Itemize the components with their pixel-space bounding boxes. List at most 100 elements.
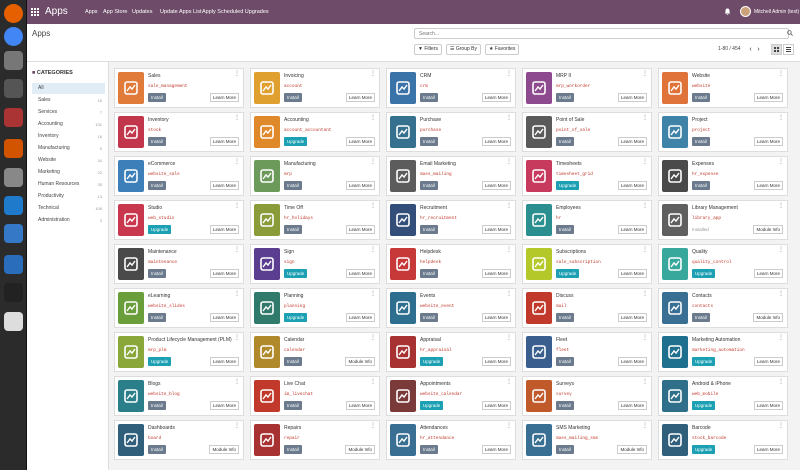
settings-icon[interactable] — [4, 51, 23, 70]
app-card[interactable]: Quality quality_control ⋮ Upgrade Learn More — [658, 244, 788, 284]
app-card[interactable]: Maintenance maintenance ⋮ Install Learn More — [114, 244, 244, 284]
list-view-button[interactable] — [783, 44, 794, 55]
learn-more-button[interactable]: Learn More — [209, 269, 239, 278]
upgrade-button[interactable]: Upgrade — [692, 445, 716, 454]
kebab-menu-icon[interactable]: ⋮ — [234, 423, 240, 429]
kebab-menu-icon[interactable]: ⋮ — [642, 71, 648, 77]
app-grid-icon[interactable] — [31, 8, 39, 16]
app-card[interactable]: Events website_event ⋮ Install Learn More — [386, 288, 516, 328]
app-card[interactable]: eLearning website_slides ⋮ Install Learn Mor… — [114, 288, 244, 328]
app-card[interactable]: Recruitment hr_recruitment ⋮ Install Learn M… — [386, 200, 516, 240]
install-button[interactable]: Install — [284, 181, 302, 190]
learn-more-button[interactable]: Learn More — [345, 269, 375, 278]
kebab-menu-icon[interactable]: ⋮ — [506, 379, 512, 385]
install-button[interactable]: Install — [284, 401, 302, 410]
kebab-menu-icon[interactable]: ⋮ — [370, 335, 376, 341]
app-card[interactable]: Fleet fleet ⋮ Install Learn More — [522, 332, 652, 372]
upgrade-button[interactable]: Upgrade — [420, 357, 444, 366]
install-button[interactable]: Install — [148, 137, 166, 146]
app-card[interactable]: SMS Marketing mass_mailing_sms ⋮ Install Mod… — [522, 420, 652, 460]
kebab-menu-icon[interactable]: ⋮ — [778, 115, 784, 121]
category-technical[interactable]: Technical 108 — [32, 203, 105, 214]
module-info-button[interactable]: Module Info — [617, 445, 647, 454]
install-button[interactable]: Install — [556, 137, 574, 146]
camera-icon[interactable] — [4, 108, 23, 127]
app-card[interactable]: Attendances hr_attendance ⋮ Install Learn Mo… — [386, 420, 516, 460]
install-button[interactable]: Install — [420, 225, 438, 234]
kebab-menu-icon[interactable]: ⋮ — [778, 291, 784, 297]
upgrade-button[interactable]: Upgrade — [284, 137, 308, 146]
learn-more-button[interactable]: Learn More — [481, 181, 511, 190]
kebab-menu-icon[interactable]: ⋮ — [234, 247, 240, 253]
install-button[interactable]: Install — [420, 93, 438, 102]
search-icon[interactable] — [787, 30, 793, 36]
kebab-menu-icon[interactable]: ⋮ — [370, 203, 376, 209]
kebab-menu-icon[interactable]: ⋮ — [778, 71, 784, 77]
kebab-menu-icon[interactable]: ⋮ — [642, 291, 648, 297]
menu-update-apps-list[interactable]: Update Apps List — [160, 9, 202, 15]
app-card[interactable]: MRP II mrp_workorder ⋮ Install Learn More — [522, 68, 652, 108]
app-card[interactable]: Inventory stock ⋮ Install Learn More — [114, 112, 244, 152]
install-button[interactable]: Install — [284, 445, 302, 454]
kanban-view-button[interactable] — [771, 44, 782, 55]
install-button[interactable]: Install — [420, 181, 438, 190]
app-card[interactable]: Contacts contacts ⋮ Install Module Info — [658, 288, 788, 328]
filters-button[interactable]: ▼ Filters — [414, 44, 442, 55]
kebab-menu-icon[interactable]: ⋮ — [642, 159, 648, 165]
learn-more-button[interactable]: Learn More — [481, 445, 511, 454]
category-inventory[interactable]: Inventory 16 — [32, 131, 105, 142]
learn-more-button[interactable]: Learn More — [345, 313, 375, 322]
module-info-button[interactable]: Module Info — [345, 357, 375, 366]
install-button[interactable]: Install — [556, 357, 574, 366]
app-card[interactable]: Calendar calendar ⋮ Install Module Info — [250, 332, 380, 372]
kebab-menu-icon[interactable]: ⋮ — [370, 291, 376, 297]
install-button[interactable]: Install — [420, 269, 438, 278]
app-card[interactable]: Timesheets timesheet_grid ⋮ Upgrade Learn Mo… — [522, 156, 652, 196]
learn-more-button[interactable]: Learn More — [617, 269, 647, 278]
category-services[interactable]: Services 7 — [32, 107, 105, 118]
app-card[interactable]: Time Off hr_holidays ⋮ Install Learn More — [250, 200, 380, 240]
install-button[interactable]: Install — [148, 401, 166, 410]
upgrade-button[interactable]: Upgrade — [420, 401, 444, 410]
kebab-menu-icon[interactable]: ⋮ — [778, 203, 784, 209]
app-card[interactable]: Email Marketing mass_mailing ⋮ Install Learn… — [386, 156, 516, 196]
kebab-menu-icon[interactable]: ⋮ — [642, 379, 648, 385]
install-button[interactable]: Install — [556, 313, 574, 322]
installer-icon[interactable] — [4, 168, 23, 187]
learn-more-button[interactable]: Learn More — [753, 269, 783, 278]
category-sales[interactable]: Sales 16 — [32, 95, 105, 106]
terminal-icon[interactable] — [4, 139, 23, 158]
kebab-menu-icon[interactable]: ⋮ — [506, 423, 512, 429]
menu-apps[interactable]: Apps — [85, 9, 98, 15]
category-all[interactable]: All — [32, 83, 105, 94]
learn-more-button[interactable]: Learn More — [209, 225, 239, 234]
kebab-menu-icon[interactable]: ⋮ — [642, 247, 648, 253]
app-card[interactable]: Surveys survey ⋮ Install Learn More — [522, 376, 652, 416]
app-card[interactable]: Helpdesk helpdesk ⋮ Install Learn More — [386, 244, 516, 284]
jetbrains-icon[interactable] — [4, 283, 23, 302]
kebab-menu-icon[interactable]: ⋮ — [506, 71, 512, 77]
learn-more-button[interactable]: Learn More — [617, 181, 647, 190]
app-card[interactable]: Sales sale_management ⋮ Install Learn More — [114, 68, 244, 108]
learn-more-button[interactable]: Learn More — [481, 401, 511, 410]
app-card[interactable]: Live Chat im_livechat ⋮ Install Learn More — [250, 376, 380, 416]
module-info-button[interactable]: Module Info — [753, 225, 783, 234]
category-website[interactable]: Website 34 — [32, 155, 105, 166]
kebab-menu-icon[interactable]: ⋮ — [370, 423, 376, 429]
app-card[interactable]: Repairs repair ⋮ Install Module Info — [250, 420, 380, 460]
favorites-button[interactable]: ★ Favorites — [485, 44, 520, 55]
avatar[interactable] — [740, 6, 751, 17]
learn-more-button[interactable]: Learn More — [481, 93, 511, 102]
app-card[interactable]: Appraisal hr_appraisal ⋮ Upgrade Learn More — [386, 332, 516, 372]
learn-more-button[interactable]: Learn More — [481, 357, 511, 366]
install-button[interactable]: Install — [556, 93, 574, 102]
learn-more-button[interactable]: Learn More — [617, 401, 647, 410]
install-button[interactable]: Install — [284, 93, 302, 102]
learn-more-button[interactable]: Learn More — [753, 181, 783, 190]
search-input[interactable] — [414, 28, 789, 39]
install-button[interactable]: Install — [148, 93, 166, 102]
upgrade-button[interactable]: Upgrade — [556, 181, 580, 190]
menu-app-store[interactable]: App Store — [103, 9, 128, 15]
install-button[interactable]: Install — [556, 401, 574, 410]
kebab-menu-icon[interactable]: ⋮ — [778, 247, 784, 253]
